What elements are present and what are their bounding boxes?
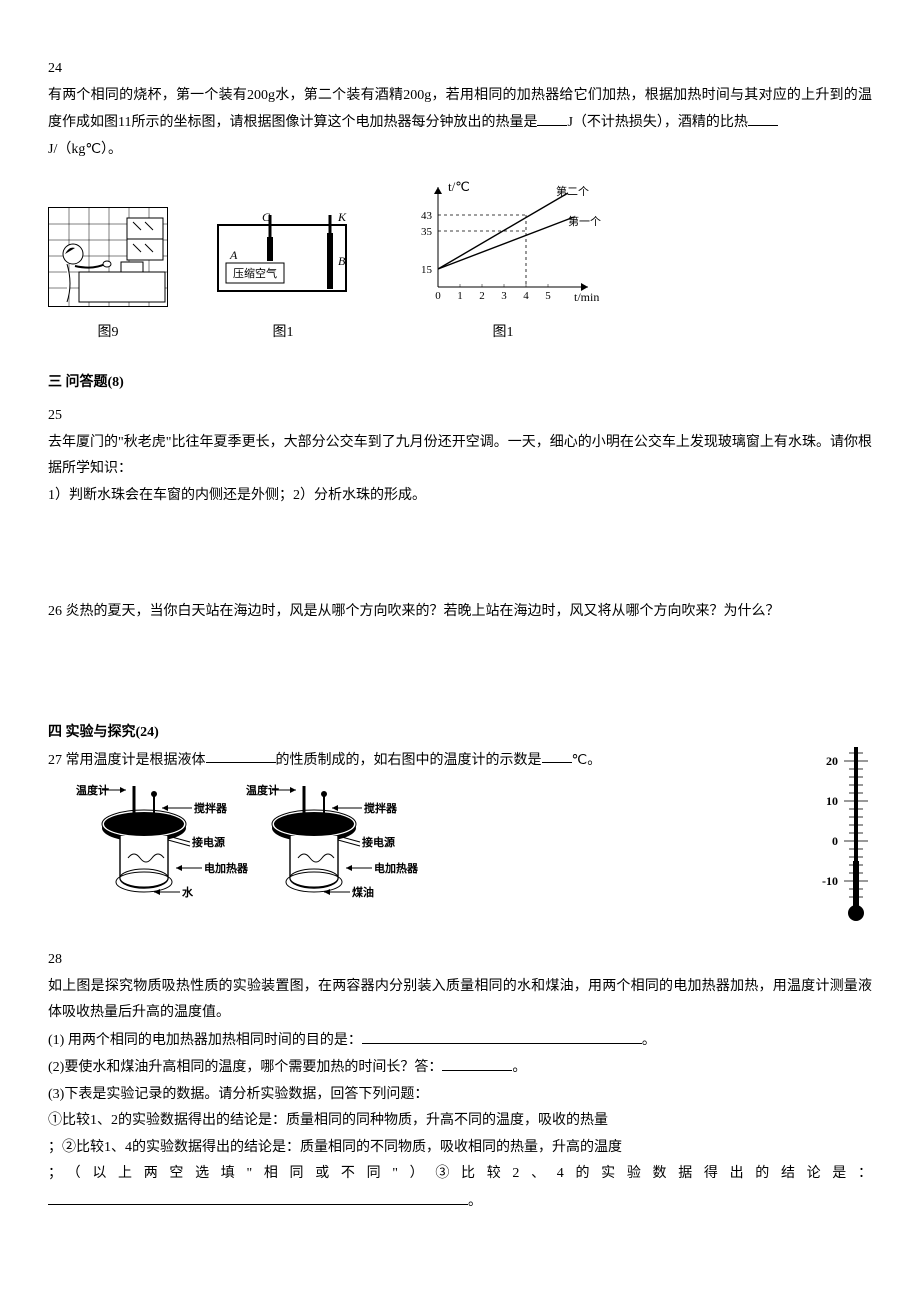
q28-blank-1[interactable] — [362, 1027, 642, 1044]
q27-blank-1[interactable] — [206, 747, 276, 764]
fig9-svg — [48, 207, 168, 307]
lab-power-l: 接电源 — [192, 835, 225, 849]
figure-9: 图9 — [48, 207, 168, 346]
q24-t2: J（不计热损失），酒精的比热 — [567, 115, 747, 130]
q26-num: 26 — [48, 604, 62, 619]
chart-s2: 第一个 — [568, 214, 601, 228]
thermo-20: 20 — [826, 754, 838, 768]
q28-l6a: ；（以上两空选填"相同或不同"）③比较2、4的实验数据得出的结论是： — [48, 1166, 872, 1181]
q28-l2: (2)要使水和煤油升高相同的温度，哪个需要加热的时间长？答： 。 — [48, 1054, 872, 1081]
fig10-gas: 压缩空气 — [233, 266, 277, 280]
lab-thermo-r: 温度计 — [246, 783, 279, 797]
q28-l6b: 。 — [468, 1194, 482, 1209]
q24-blank-2[interactable] — [748, 109, 778, 126]
lab-thermo-l: 温度计 — [76, 783, 109, 797]
q28-l4: ①比较1、2的实验数据得出的结论是：质量相同的同种物质，升高不同的温度，吸收的热… — [48, 1108, 872, 1135]
q28-l1a: (1) 用两个相同的电加热器加热相同时间的目的是： — [48, 1033, 362, 1048]
q28-blank-3[interactable] — [48, 1188, 468, 1205]
q27: 27 常用温度计是根据液体 的性质制成的，如右图中的温度计的示数是 ℃。 — [48, 747, 872, 774]
q27-blank-2[interactable] — [542, 747, 572, 764]
chart-s1: 第二个 — [556, 184, 589, 198]
q28-l1b: 。 — [642, 1033, 656, 1048]
q27-t2: 的性质制成的，如右图中的温度计的示数是 — [276, 752, 542, 767]
q27-num: 27 — [48, 752, 62, 767]
q25-number: 25 — [48, 403, 872, 430]
q28-l6: ；（以上两空选填"相同或不同"）③比较2、4的实验数据得出的结论是： 。 — [48, 1161, 872, 1215]
q24-blank-1[interactable] — [537, 109, 567, 126]
fig10-labC: C — [262, 210, 271, 224]
chart-ylabel: t/℃ — [448, 179, 470, 194]
q24-text: 有两个相同的烧杯，第一个装有200g水，第二个装有酒精200g，若用相同的加热器… — [48, 83, 872, 137]
xt-0: 0 — [435, 290, 441, 302]
q28-l1: (1) 用两个相同的电加热器加热相同时间的目的是： 。 — [48, 1027, 872, 1054]
figure-10: 压缩空气 C A K B 图1 — [208, 207, 358, 346]
lab-heater-l: 电加热器 — [204, 861, 249, 875]
thermo-0: 0 — [832, 834, 838, 848]
q25-t2: 1）判断水珠会在车窗的内侧还是外侧；2）分析水珠的形成。 — [48, 483, 872, 510]
fig10-svg: 压缩空气 C A K B — [208, 207, 358, 307]
thermometer-figure: 20 10 0 -10 — [816, 741, 872, 942]
yt-15: 15 — [421, 264, 433, 276]
xt-4: 4 — [523, 290, 529, 302]
q27-t3: ℃。 — [572, 752, 602, 767]
yt-35: 35 — [421, 226, 433, 238]
heater-figure: 温度计 搅拌器 接电源 电加热器 水 温度计 搅拌器 接电源 — [72, 780, 872, 921]
q27-t1: 常用温度计是根据液体 — [66, 752, 206, 767]
heater-svg: 温度计 搅拌器 接电源 电加热器 水 温度计 搅拌器 接电源 — [72, 780, 432, 910]
xt-3: 3 — [501, 290, 507, 302]
fig11-svg: t/℃ t/min 43 35 15 0 1 2 3 4 5 — [398, 177, 608, 307]
thermo-svg: 20 10 0 -10 — [816, 741, 872, 931]
xt-5: 5 — [545, 290, 551, 302]
thermo-n10: -10 — [822, 874, 838, 888]
fig10-labB: B — [338, 254, 346, 268]
q28-l2a: (2)要使水和煤油升高相同的温度，哪个需要加热的时间长？答： — [48, 1060, 442, 1075]
q24-number: 24 — [48, 56, 872, 83]
section-4-head: 四 实验与探究(24) — [48, 720, 872, 747]
q28-l3: (3)下表是实验记录的数据。请分析实验数据，回答下列问题： — [48, 1082, 872, 1109]
fig11-cap: 图1 — [398, 320, 608, 347]
q28-l5: ；②比较1、4的实验数据得出的结论是：质量相同的不同物质，吸收相同的热量，升高的… — [48, 1135, 872, 1162]
q26-text: 炎热的夏天，当你白天站在海边时，风是从哪个方向吹来的？若晚上站在海边时，风又将从… — [66, 604, 780, 619]
figure-11: t/℃ t/min 43 35 15 0 1 2 3 4 5 — [398, 177, 608, 346]
lab-water: 水 — [182, 885, 194, 899]
fig10-labK: K — [337, 210, 347, 224]
xt-1: 1 — [457, 290, 463, 302]
lab-heater-r: 电加热器 — [374, 861, 419, 875]
q26: 26 炎热的夏天，当你白天站在海边时，风是从哪个方向吹来的？若晚上站在海边时，风… — [48, 599, 872, 626]
section-3-head: 三 问答题(8) — [48, 370, 872, 397]
lab-power-r: 接电源 — [362, 835, 395, 849]
lab-oil: 煤油 — [352, 885, 374, 899]
lab-stir-r: 搅拌器 — [364, 801, 398, 815]
q28-number: 28 — [48, 947, 872, 974]
q25-t1: 去年厦门的"秋老虎"比往年夏季更长，大部分公交车到了九月份还开空调。一天，细心的… — [48, 430, 872, 483]
q28-blank-2[interactable] — [442, 1054, 512, 1071]
q28-t1: 如上图是探究物质吸热性质的实验装置图，在两容器内分别装入质量相同的水和煤油，用两… — [48, 974, 872, 1027]
fig10-labA: A — [229, 248, 238, 262]
q24-t3: J/（kg℃）。 — [48, 137, 872, 164]
chart-xlabel: t/min — [574, 290, 599, 304]
fig9-cap: 图9 — [48, 320, 168, 347]
thermo-10: 10 — [826, 794, 838, 808]
q28-l2b: 。 — [512, 1060, 526, 1075]
xt-2: 2 — [479, 290, 485, 302]
yt-43: 43 — [421, 210, 433, 222]
lab-stir-l: 搅拌器 — [194, 801, 228, 815]
fig10-cap: 图1 — [208, 320, 358, 347]
q24-figures: 图9 压缩空气 C A K B 图1 t/℃ — [48, 177, 872, 346]
